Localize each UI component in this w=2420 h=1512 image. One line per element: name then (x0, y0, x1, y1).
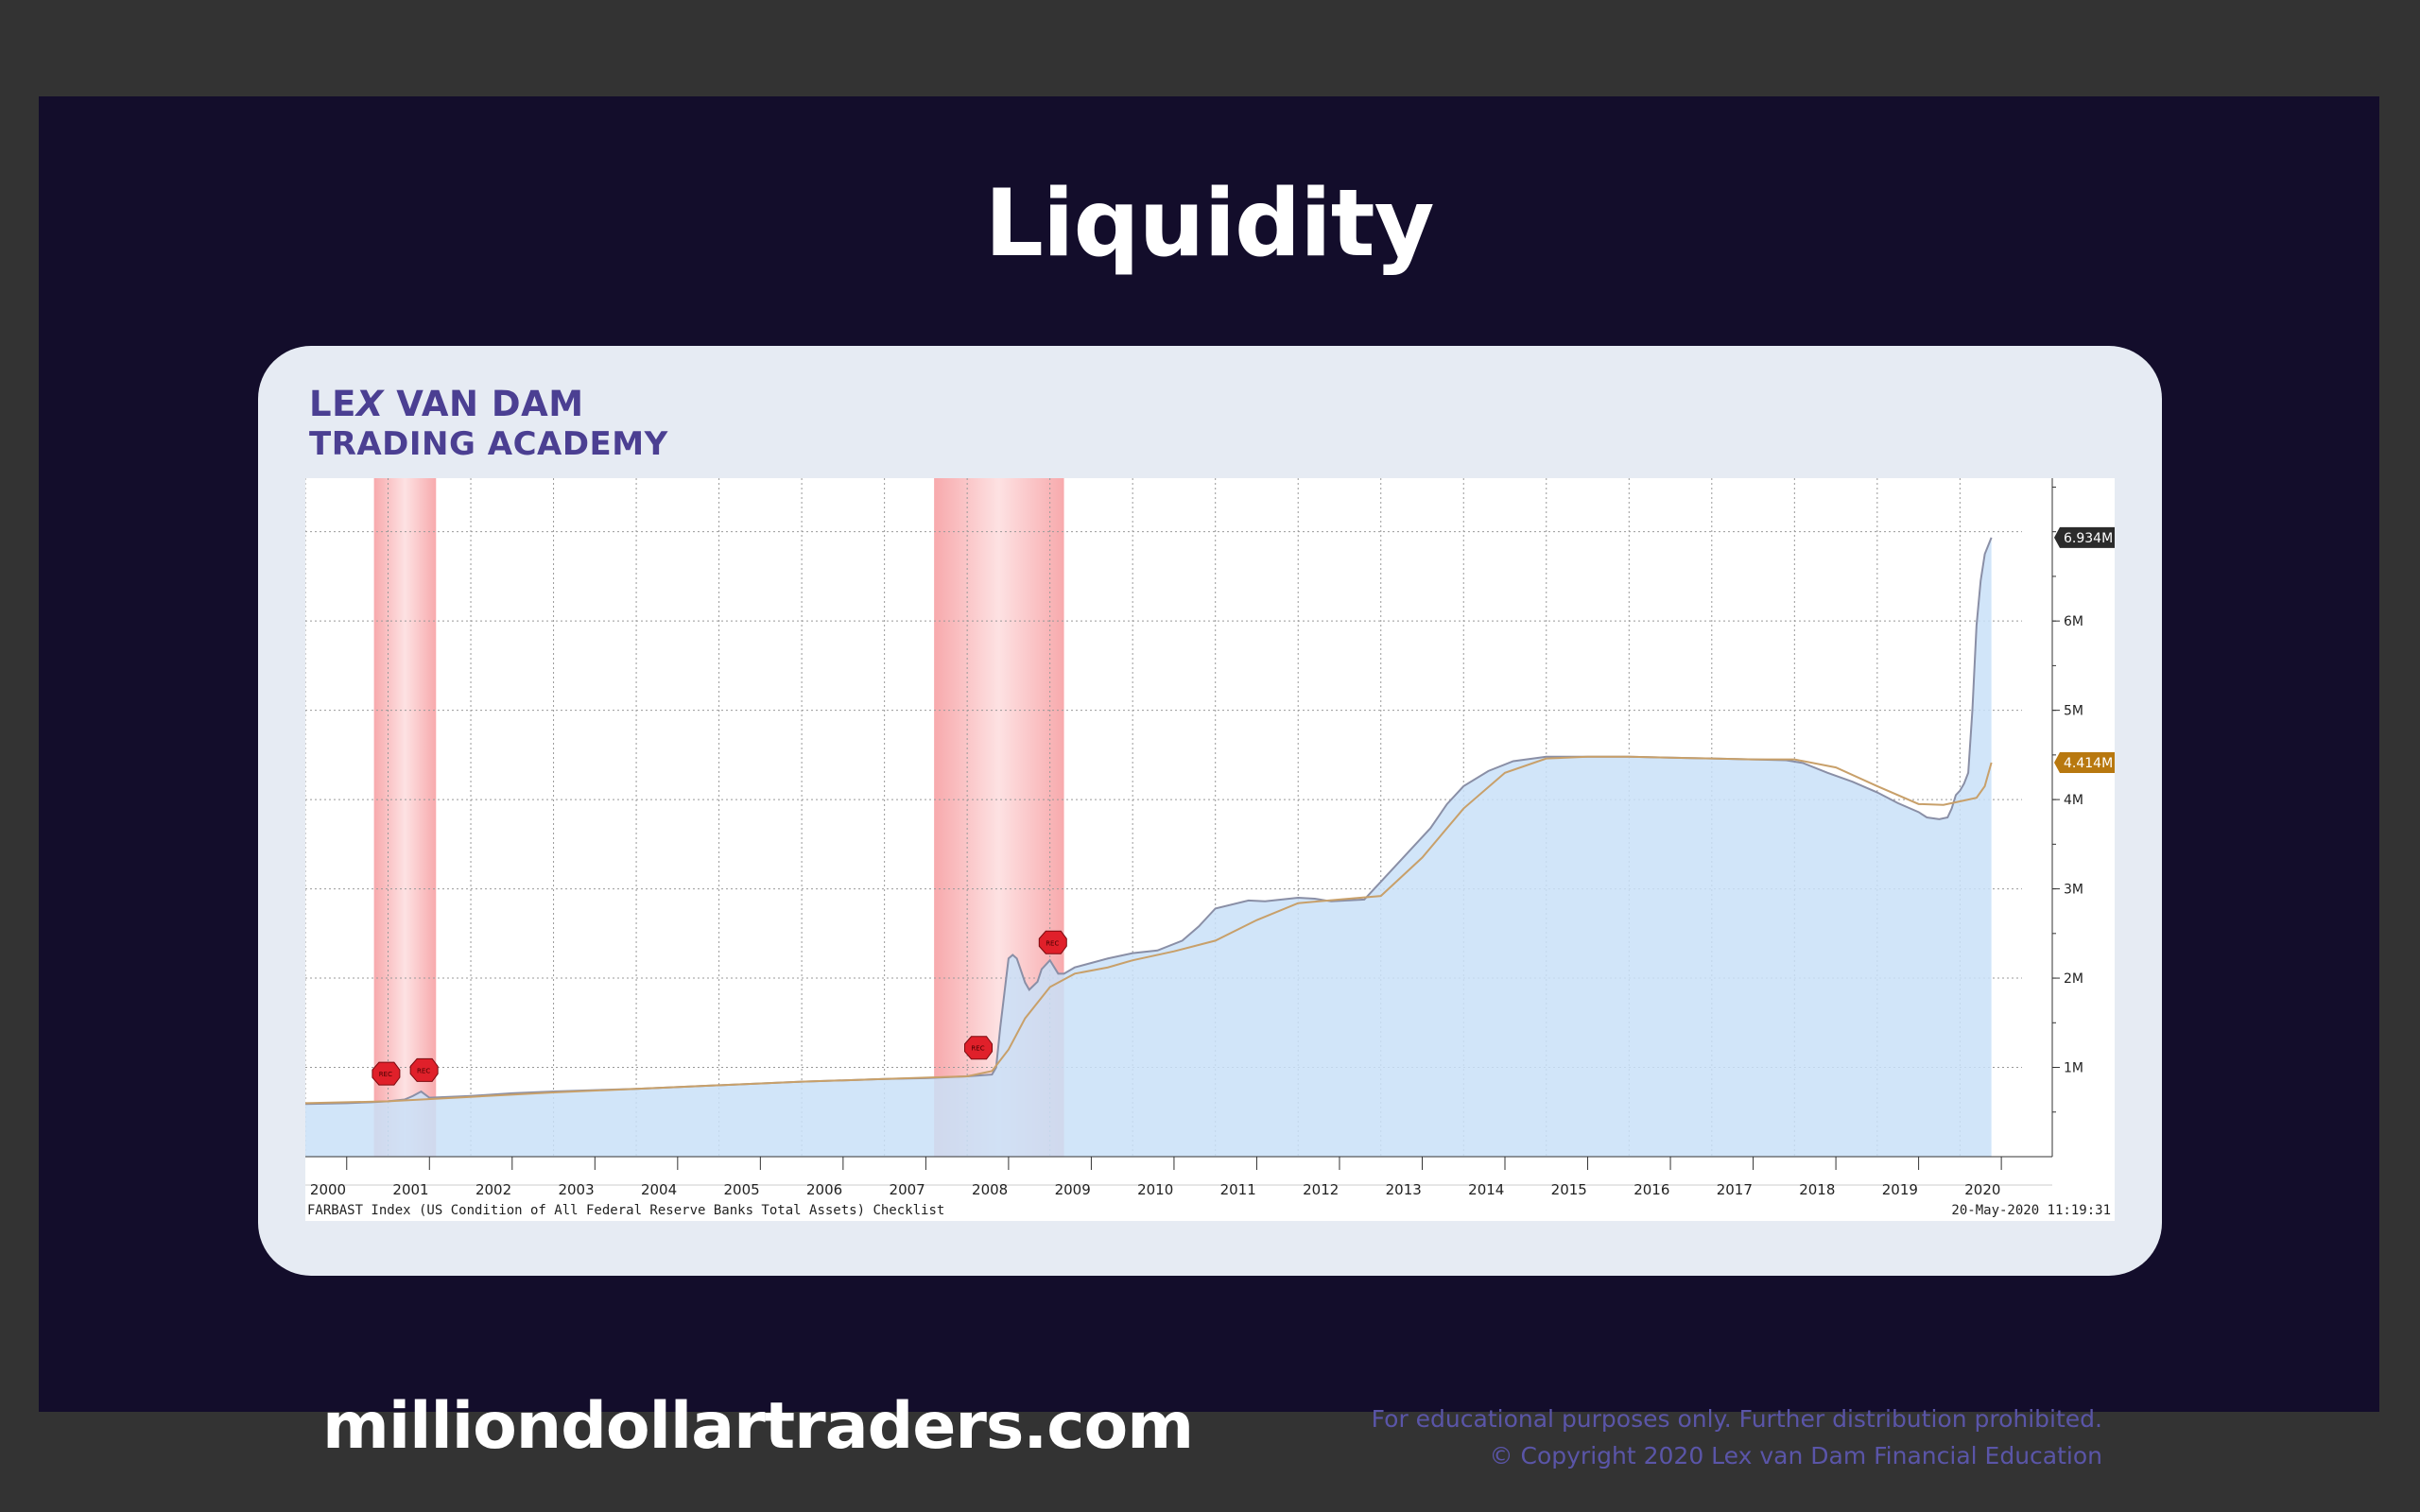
last-value-text: 6.934M (2064, 531, 2113, 546)
axes: 1M 2M 3M 4M 5M 6M 2000 2001 2002 2003 2004 2005 2006… (305, 478, 2083, 1198)
recession-band (373, 478, 437, 1157)
x-tick-label: 2014 (1468, 1181, 1504, 1198)
fed-balance-sheet-chart: REC REC REC REC 1M 2M 3M 4M 5M 6M 2000 2001 2002 200… (305, 478, 2115, 1218)
footer-disclaimer: For educational purposes only. Further d… (1372, 1400, 2102, 1474)
x-tick-label: 2020 (1964, 1181, 2000, 1198)
moving-average-line (305, 755, 1993, 1105)
chart-card: LEX VAN DAM TRADING ACADEMY REC REC REC REC… (258, 346, 2162, 1276)
x-tick-label: 2006 (806, 1181, 842, 1198)
x-tick-label: 2000 (310, 1181, 346, 1198)
last-value-tag (2054, 526, 2115, 548)
x-tick-label: 2015 (1551, 1181, 1587, 1198)
slide-title: Liquidity (984, 170, 1434, 278)
recession-marker (409, 1057, 439, 1082)
y-tick-label: 4M (2064, 793, 2083, 808)
y-tick-label: 6M (2064, 614, 2083, 629)
x-tick-label: 2012 (1303, 1181, 1339, 1198)
x-tick-label: 2010 (1137, 1181, 1173, 1198)
recession-marker (964, 1036, 994, 1060)
x-tick-label: 2008 (972, 1181, 1008, 1198)
y-tick-label: 2M (2064, 971, 2083, 987)
logo-line-1: LEX VAN DAM (309, 384, 668, 425)
academy-logo: LEX VAN DAM TRADING ACADEMY (309, 384, 668, 463)
logo-line-2: TRADING ACADEMY (309, 424, 668, 463)
area-series (305, 537, 1993, 1157)
last-value-labels: 6.934M 4.414M (2054, 526, 2115, 773)
website-url: milliondollartraders.com (322, 1389, 1194, 1464)
x-tick-label: 2011 (1220, 1181, 1256, 1198)
chart-footer-timestamp: 20-May-2020 11:19:31 (1951, 1203, 2111, 1218)
x-tick-label: 2002 (475, 1181, 511, 1198)
recession-marker-label: REC (379, 1071, 392, 1078)
total-assets-area (305, 537, 1992, 1157)
recession-marker (372, 1061, 401, 1086)
x-tick-label: 2013 (1386, 1181, 1422, 1198)
logo-text-van-dam: VAN DAM (383, 384, 584, 424)
y-tick-label: 1M (2064, 1061, 2083, 1076)
logo-x-mark: X (355, 384, 384, 424)
last-value-tag (2054, 751, 2115, 773)
chart-footer-title: FARBAST Index (US Condition of All Feder… (307, 1203, 944, 1218)
x-tick-label: 2018 (1799, 1181, 1835, 1198)
x-tick-label: 2001 (392, 1181, 428, 1198)
recession-marker (1038, 930, 1067, 954)
x-tick-label: 2007 (890, 1181, 925, 1198)
x-tick-label: 2004 (641, 1181, 677, 1198)
x-tick-label: 2005 (723, 1181, 759, 1198)
x-tick-label: 2016 (1634, 1181, 1669, 1198)
chart-area: REC REC REC REC 1M 2M 3M 4M 5M 6M 2000 2001 2002 200… (305, 478, 2115, 1221)
recession-markers: REC REC REC REC (372, 930, 1067, 1086)
x-tick-label: 2009 (1055, 1181, 1091, 1198)
x-tick-label: 2019 (1882, 1181, 1918, 1198)
copyright-text: © Copyright 2020 Lex van Dam Financial E… (1489, 1442, 2102, 1469)
recession-marker-label: REC (417, 1067, 430, 1074)
moving-average-series (305, 755, 1993, 1105)
x-tick-label: 2017 (1717, 1181, 1753, 1198)
recession-marker-label: REC (971, 1045, 984, 1053)
x-tick-label: 2003 (558, 1181, 594, 1198)
y-tick-label: 5M (2064, 704, 2083, 719)
disclaimer-text: For educational purposes only. Further d… (1371, 1405, 2102, 1433)
y-tick-label: 3M (2064, 883, 2083, 898)
recession-marker-label: REC (1046, 939, 1059, 947)
logo-text-le: LE (309, 384, 356, 424)
slide: Liquidity LEX VAN DAM TRADING ACADEMY RE… (39, 96, 2379, 1469)
last-value-text: 4.414M (2064, 756, 2113, 771)
